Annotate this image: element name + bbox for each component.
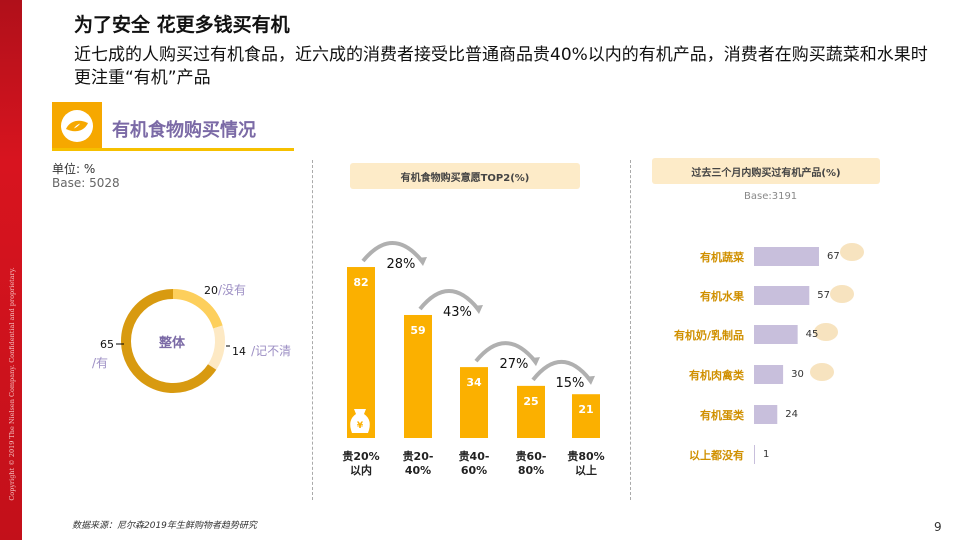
meat-icon	[810, 363, 834, 381]
drop-arrow	[418, 289, 480, 311]
x-tick-label: 贵60- 80%	[506, 450, 556, 478]
drop-annotation: 15%	[555, 375, 585, 391]
donut-label-no: 20/没有	[204, 279, 246, 298]
donut-category: /记不清	[251, 344, 292, 358]
bar-value: 67	[826, 251, 840, 262]
donut-label-unsure: 14 /记不清	[232, 340, 291, 359]
donut-value: 20	[204, 284, 218, 297]
unit-label: 单位: %	[52, 162, 96, 176]
x-tick-line: 60%	[460, 464, 488, 477]
bar-value: 45	[805, 329, 819, 340]
x-tick-line: 以内	[350, 464, 372, 477]
x-tick-line: 贵60-	[515, 450, 547, 463]
bar	[754, 247, 819, 266]
data-source: 数据来源：尼尔森2019年生鲜购物者趋势研究	[72, 521, 257, 531]
base-label: Base:3191	[744, 191, 798, 202]
base-label: Base: 5028	[52, 176, 120, 190]
bar-value: 1	[763, 449, 770, 460]
donut-slice	[121, 289, 217, 393]
fruit-icon	[830, 285, 854, 303]
donut-slice	[207, 325, 225, 370]
drop-arrow	[531, 360, 592, 382]
bar-value: 57	[817, 290, 831, 301]
page-title: 为了安全 花更多钱买有机	[74, 14, 290, 36]
donut-chart	[116, 289, 230, 393]
bar-value: 24	[785, 409, 798, 420]
category-label: 有机水果	[700, 290, 744, 303]
bar-value: 59	[410, 323, 426, 337]
x-tick-label: 贵20% 以内	[336, 450, 386, 478]
x-tick-line: 以上	[575, 464, 597, 477]
bar	[754, 365, 784, 384]
donut-category: /没有	[218, 283, 247, 297]
arrow-head	[530, 357, 540, 367]
section-title: 有机食物购买情况	[112, 120, 256, 141]
x-tick-line: 贵80%	[567, 450, 605, 463]
x-tick-line: 80%	[517, 464, 545, 477]
bar	[404, 314, 432, 438]
donut-slice	[172, 289, 223, 329]
bar	[754, 405, 778, 424]
category-label: 以上都没有	[689, 449, 744, 462]
category-label: 有机蔬菜	[700, 251, 744, 264]
x-tick-label: 贵40- 60%	[449, 450, 499, 478]
drop-annotation: 27%	[499, 357, 529, 373]
x-tick-line: 贵40-	[458, 450, 490, 463]
x-tick-label: 贵20- 40%	[393, 450, 443, 478]
x-tick-line: 贵20%	[342, 450, 380, 463]
bar-value: 25	[523, 394, 539, 408]
category-label: 有机蛋类	[700, 409, 744, 422]
bar-value: 30	[791, 369, 804, 380]
bar-value: 34	[466, 376, 482, 390]
x-tick-line: 贵20-	[402, 450, 434, 463]
donut-value: 14	[232, 345, 246, 358]
divider	[312, 160, 313, 500]
drop-annotation: 43%	[443, 304, 472, 320]
bar-value: 82	[353, 276, 369, 290]
bar-value: 21	[578, 403, 594, 417]
bar	[517, 385, 545, 438]
divider	[630, 160, 631, 500]
drop-arrow	[474, 341, 537, 363]
drop-annotation: 28%	[386, 257, 416, 273]
donut-center-label: 整体	[159, 336, 186, 351]
donut-category: /有	[92, 356, 109, 370]
sidebar-band	[0, 0, 22, 540]
chart-title: 有机食物购买意愿TOP2(%)	[350, 163, 580, 189]
arrow-head	[473, 304, 483, 314]
leaf-logo-icon	[52, 102, 102, 150]
svg-text:¥: ¥	[357, 421, 364, 431]
x-tick-label: 贵80% 以上	[561, 450, 611, 478]
bar	[754, 325, 798, 344]
page-number: 9	[934, 520, 942, 534]
bar	[754, 286, 810, 305]
drop-arrow	[361, 241, 424, 263]
category-label: 有机肉禽类	[689, 369, 744, 382]
milk-icon	[814, 323, 838, 341]
donut-value: 65	[100, 338, 114, 351]
money-bag-icon: ¥	[350, 409, 370, 433]
bar	[572, 394, 600, 438]
bar	[460, 367, 488, 438]
section-underline	[52, 148, 294, 151]
bar	[754, 445, 755, 464]
arrow-head	[585, 375, 595, 385]
x-tick-line: 40%	[404, 464, 432, 477]
arrow-head	[417, 257, 427, 267]
vegetable-icon	[840, 243, 864, 261]
category-label: 有机奶/乳制品	[673, 329, 744, 342]
page-subtitle: 近七成的人购买过有机食品，近六成的消费者接受比普通商品贵40%以内的有机产品，消…	[74, 45, 928, 88]
chart-title: 过去三个月内购买过有机产品(%)	[652, 158, 880, 184]
